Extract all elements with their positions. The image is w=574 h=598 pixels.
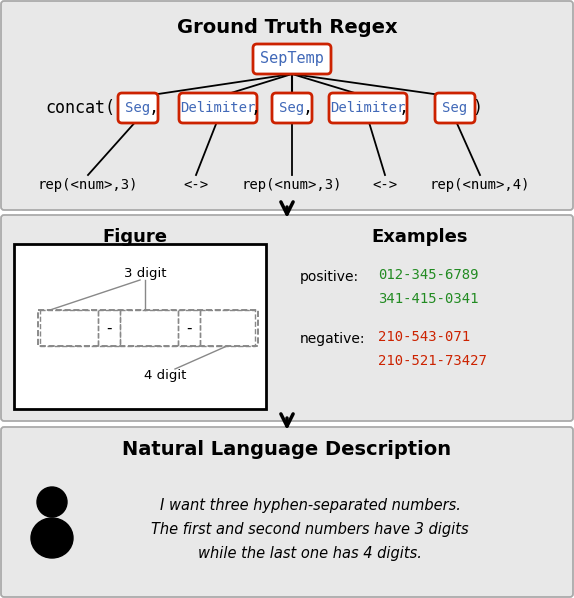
FancyBboxPatch shape <box>118 93 158 123</box>
FancyBboxPatch shape <box>253 44 331 74</box>
FancyBboxPatch shape <box>1 215 573 421</box>
Text: while the last one has 4 digits.: while the last one has 4 digits. <box>198 546 422 561</box>
FancyBboxPatch shape <box>14 244 266 409</box>
Text: Delimiter: Delimiter <box>180 101 255 115</box>
FancyBboxPatch shape <box>1 427 573 597</box>
FancyBboxPatch shape <box>272 93 312 123</box>
Text: Delimiter: Delimiter <box>330 101 406 115</box>
Text: 210-521-73427: 210-521-73427 <box>378 354 487 368</box>
Text: -: - <box>106 321 112 335</box>
Text: <->: <-> <box>373 178 398 192</box>
Text: positive:: positive: <box>300 270 359 284</box>
Text: concat(: concat( <box>45 99 115 117</box>
Text: rep(<num>,3): rep(<num>,3) <box>38 178 138 192</box>
FancyBboxPatch shape <box>329 93 407 123</box>
Text: 3 digit: 3 digit <box>124 267 166 280</box>
Text: rep(<num>,4): rep(<num>,4) <box>430 178 530 192</box>
Text: Ground Truth Regex: Ground Truth Regex <box>177 18 397 37</box>
Text: 341-415-0341: 341-415-0341 <box>378 292 479 306</box>
Circle shape <box>37 487 67 517</box>
FancyBboxPatch shape <box>1 1 573 210</box>
Bar <box>40 310 98 346</box>
Bar <box>98 310 120 346</box>
Text: Figure: Figure <box>103 228 168 246</box>
FancyBboxPatch shape <box>435 93 475 123</box>
FancyBboxPatch shape <box>179 93 257 123</box>
Text: negative:: negative: <box>300 332 366 346</box>
Text: ,: , <box>251 99 261 117</box>
Text: Seg: Seg <box>443 101 468 115</box>
Bar <box>120 310 178 346</box>
Bar <box>178 310 200 346</box>
Text: rep(<num>,3): rep(<num>,3) <box>242 178 342 192</box>
Text: ,: , <box>149 99 159 117</box>
Text: 210-543-071: 210-543-071 <box>378 330 470 344</box>
Text: <->: <-> <box>184 178 208 192</box>
Text: Seg: Seg <box>280 101 305 115</box>
Text: The first and second numbers have 3 digits: The first and second numbers have 3 digi… <box>151 522 469 537</box>
Bar <box>38 310 258 346</box>
Text: -: - <box>186 321 192 335</box>
Text: ,: , <box>399 99 409 117</box>
Text: ): ) <box>472 99 482 117</box>
Text: Seg: Seg <box>126 101 150 115</box>
Text: I want three hyphen-separated numbers.: I want three hyphen-separated numbers. <box>160 498 460 513</box>
Text: 4 digit: 4 digit <box>144 368 186 382</box>
Bar <box>200 310 255 346</box>
Text: 012-345-6789: 012-345-6789 <box>378 268 479 282</box>
Ellipse shape <box>31 518 73 558</box>
Text: Examples: Examples <box>372 228 468 246</box>
Text: SepTemp: SepTemp <box>260 51 324 66</box>
Text: Natural Language Description: Natural Language Description <box>122 440 452 459</box>
Text: ,: , <box>303 99 313 117</box>
